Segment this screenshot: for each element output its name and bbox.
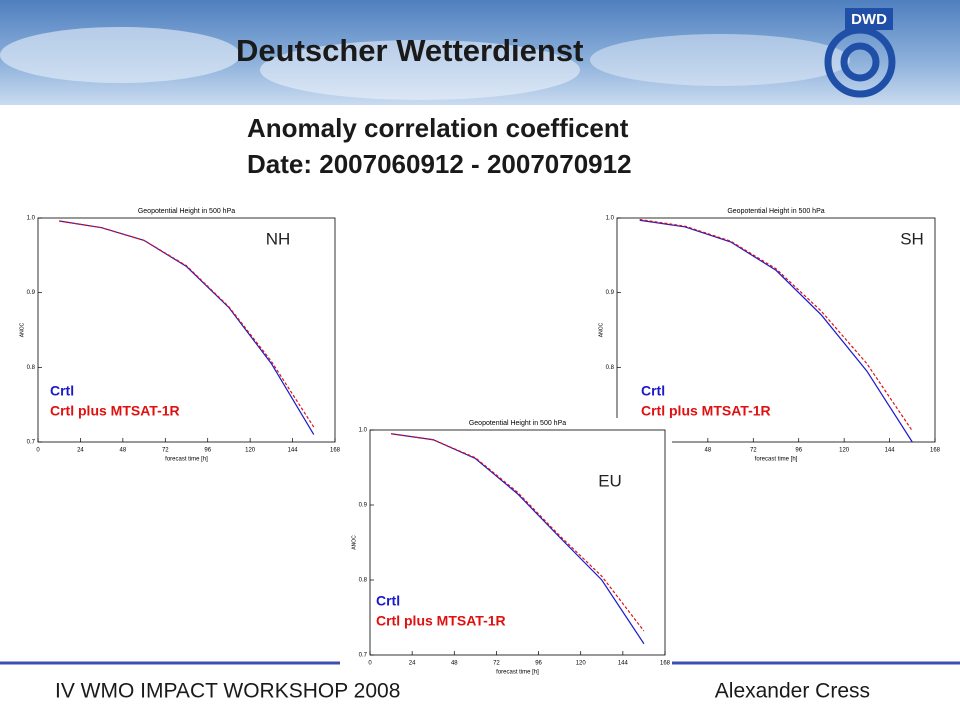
region-label: NH bbox=[266, 229, 291, 248]
legend-entry: Crtl plus MTSAT-1R bbox=[376, 613, 506, 629]
x-tick-label: 48 bbox=[451, 661, 458, 667]
x-tick-label: 72 bbox=[750, 448, 757, 454]
legend-entry: Crtl plus MTSAT-1R bbox=[50, 403, 180, 419]
slide-subtitle: Date: 2007060912 - 2007070912 bbox=[247, 149, 632, 179]
plot-frame bbox=[616, 217, 936, 443]
x-tick-label: 48 bbox=[120, 448, 127, 454]
chart-title: Geopotential Height in 500 hPa bbox=[138, 208, 235, 215]
x-tick-label: 48 bbox=[705, 448, 712, 454]
y-tick-label: 0.8 bbox=[606, 365, 615, 371]
y-tick-label: 1.0 bbox=[359, 428, 368, 434]
x-axis-label: forecast time [h] bbox=[165, 457, 208, 463]
y-tick-label: 0.8 bbox=[359, 578, 368, 584]
charts: Geopotential Height in 500 hPa forecast t… bbox=[19, 205, 942, 676]
series-line bbox=[390, 433, 645, 632]
y-tick-label: 0.7 bbox=[27, 440, 36, 446]
x-tick-label: 24 bbox=[409, 661, 416, 667]
plot-frame bbox=[369, 429, 666, 656]
y-tick-label: 1.0 bbox=[606, 216, 615, 222]
cloud bbox=[260, 40, 580, 100]
y-axis-label: ANOC bbox=[19, 322, 25, 337]
legend-entry: Crtl plus MTSAT-1R bbox=[641, 403, 771, 419]
x-tick-label: 144 bbox=[288, 448, 299, 454]
x-tick-label: 168 bbox=[660, 661, 671, 667]
legend-entry: Crtl bbox=[376, 593, 400, 609]
x-tick-label: 144 bbox=[885, 448, 896, 454]
x-tick-label: 72 bbox=[493, 661, 500, 667]
x-tick-label: 0 bbox=[368, 661, 372, 667]
slide-title: Anomaly correlation coefficent bbox=[247, 113, 629, 143]
organization: Deutscher Wetterdienst bbox=[236, 33, 583, 68]
y-tick-label: 0.9 bbox=[606, 290, 615, 296]
chart-panel bbox=[20, 205, 342, 457]
x-tick-label: 120 bbox=[839, 448, 850, 454]
x-tick-label: 24 bbox=[77, 448, 84, 454]
x-tick-label: 96 bbox=[795, 448, 802, 454]
series-line bbox=[639, 218, 913, 432]
x-tick-label: 120 bbox=[245, 448, 256, 454]
y-tick-label: 0.9 bbox=[359, 503, 368, 509]
x-tick-label: 96 bbox=[535, 661, 542, 667]
cloud bbox=[590, 34, 850, 86]
footer-left: IV WMO IMPACT WORKSHOP 2008 bbox=[55, 680, 400, 703]
region-label: SH bbox=[900, 229, 924, 248]
plot-frame bbox=[37, 217, 336, 443]
x-tick-label: 144 bbox=[618, 661, 629, 667]
x-tick-label: 168 bbox=[930, 448, 941, 454]
legend-entry: Crtl bbox=[641, 383, 665, 399]
x-tick-label: 96 bbox=[204, 448, 211, 454]
chart-title: Geopotential Height in 500 hPa bbox=[469, 420, 566, 427]
cloud bbox=[0, 27, 240, 83]
x-axis-label: forecast time [h] bbox=[496, 670, 539, 676]
y-tick-label: 0.7 bbox=[359, 653, 368, 659]
y-tick-label: 0.9 bbox=[27, 290, 36, 296]
x-tick-label: 168 bbox=[330, 448, 341, 454]
dwd-logo bbox=[824, 8, 896, 98]
region-label: EU bbox=[598, 471, 622, 490]
x-tick-label: 120 bbox=[576, 661, 587, 667]
series-line bbox=[639, 219, 913, 443]
y-tick-label: 1.0 bbox=[27, 216, 36, 222]
chart-panel bbox=[340, 418, 672, 668]
x-tick-label: 72 bbox=[162, 448, 169, 454]
series-line bbox=[59, 220, 315, 428]
x-axis-label: forecast time [h] bbox=[755, 457, 798, 463]
y-tick-label: 0.8 bbox=[27, 365, 36, 371]
y-axis-label: ANOC bbox=[351, 535, 357, 550]
chart-panel bbox=[598, 205, 942, 457]
footer-right: Alexander Cress bbox=[715, 680, 870, 703]
chart-title: Geopotential Height in 500 hPa bbox=[727, 208, 824, 215]
logo-text: DWD bbox=[851, 11, 887, 28]
y-axis-label: ANOC bbox=[598, 322, 604, 337]
legend-entry: Crtl bbox=[50, 383, 74, 399]
x-tick-label: 0 bbox=[36, 448, 40, 454]
